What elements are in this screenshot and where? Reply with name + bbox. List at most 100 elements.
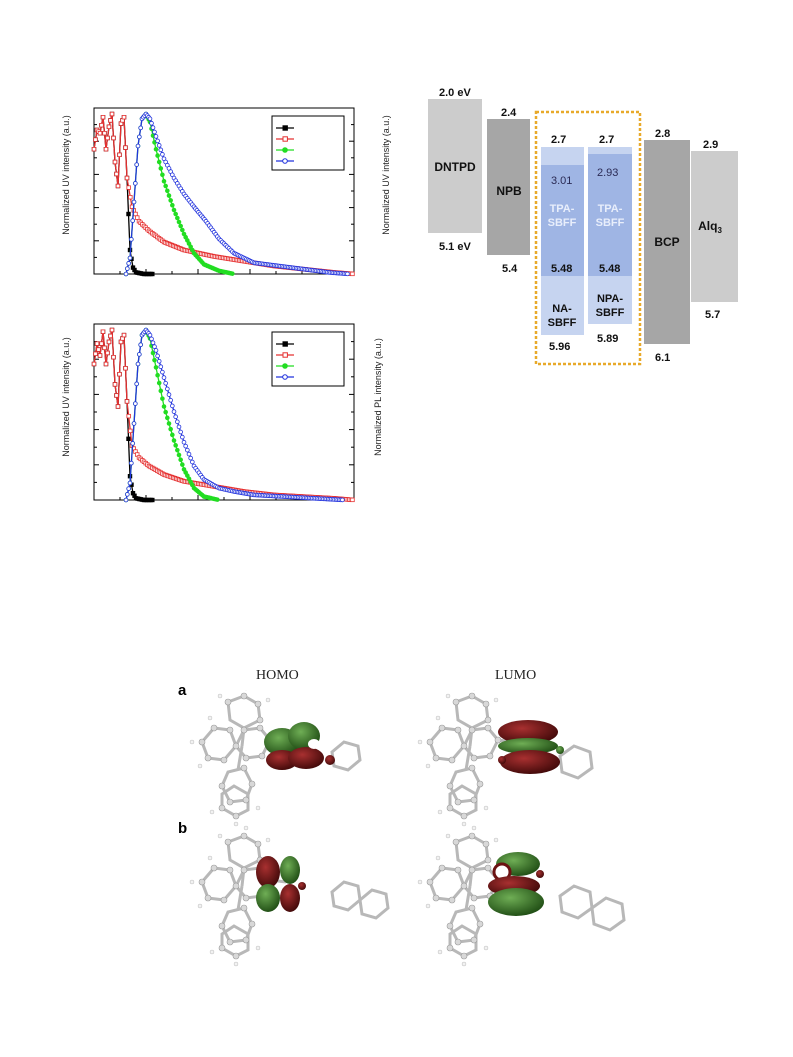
series-point-1 — [133, 211, 138, 217]
chart-top-ylabel-left: Normalized UV intensity (a.u.) — [61, 115, 71, 235]
series-point-1 — [94, 341, 100, 346]
uv-pl-chart-top-svg — [91, 107, 355, 277]
chart-bottom-ylabel-left: Normalized UV intensity (a.u.) — [61, 337, 71, 457]
legend-swatch-marker-3 — [282, 374, 288, 380]
series-point-1 — [96, 347, 101, 352]
series-point-2 — [173, 211, 178, 217]
npa-sbff-name-a: NPA- — [597, 293, 623, 305]
npb-lumo-label: 2.4 — [501, 107, 517, 119]
tpa-1-name-b: SBFF — [548, 217, 577, 229]
series-point-1 — [99, 123, 104, 128]
series-point-1 — [109, 327, 115, 333]
layer-dntpd — [428, 99, 482, 233]
series-point-0 — [150, 271, 155, 277]
series-point-3 — [163, 380, 168, 386]
series-point-3 — [133, 401, 138, 406]
series-point-2 — [153, 365, 159, 370]
series-point-3 — [173, 414, 178, 419]
series-point-1 — [100, 114, 106, 120]
series-point-1 — [97, 131, 103, 136]
series-point-1 — [106, 124, 112, 129]
series-point-2 — [163, 409, 168, 415]
series-point-1 — [111, 355, 116, 360]
lumo-label: LUMO — [495, 668, 537, 683]
series-point-2 — [152, 357, 157, 363]
energy-level-diagram-svg: 2.0 eV 2.4 2.7 2.7 2.8 2.9 3.01 2.93 DNT… — [428, 87, 738, 366]
series-point-3 — [133, 181, 138, 186]
series-point-3 — [126, 486, 131, 491]
series-point-1 — [114, 171, 119, 177]
tpa-2-name-b: SBFF — [596, 217, 625, 229]
series-point-1 — [97, 353, 103, 358]
series-point-0 — [126, 436, 131, 441]
series-point-3 — [165, 386, 170, 392]
series-point-2 — [178, 223, 183, 229]
tpa-1-name-a: TPA- — [550, 203, 575, 215]
bcp-lumo-label: 2.8 — [655, 128, 670, 140]
series-point-1 — [103, 147, 109, 152]
dntpd-homo-label: 5.1 eV — [439, 241, 471, 253]
series-point-2 — [160, 396, 165, 401]
series-point-1 — [91, 147, 97, 152]
series-point-3 — [340, 497, 345, 503]
layer-bcp — [644, 140, 690, 344]
uv-pl-chart-top — [60, 88, 400, 288]
series-point-1 — [103, 361, 109, 367]
series-point-2 — [161, 178, 167, 184]
series-point-1 — [123, 145, 128, 150]
series-point-1 — [108, 118, 113, 123]
series-point-1 — [128, 195, 133, 200]
series-point-3 — [137, 352, 142, 357]
legend-swatch-marker-0 — [282, 125, 288, 131]
panel-b-lumo-molecule — [416, 824, 626, 968]
series-point-1 — [114, 393, 119, 398]
lumo-b-lobe-green-2 — [488, 888, 544, 916]
series-point-2 — [160, 172, 165, 178]
series-point-2 — [176, 219, 182, 225]
homo-a-lobe-red-2 — [288, 747, 324, 769]
legend-swatch-marker-1 — [282, 136, 288, 142]
series-point-3 — [127, 480, 133, 486]
series-point-2 — [173, 443, 178, 448]
chart-bottom-ylabel-right: Normalized PL intensity (a.u.) — [373, 338, 383, 456]
series-point-3 — [135, 143, 141, 149]
alq3-homo-label: 5.7 — [705, 309, 720, 321]
series-point-2 — [153, 146, 159, 152]
series-point-1 — [105, 350, 110, 356]
series-point-3 — [149, 336, 154, 342]
npa-sbff-name-b: SBFF — [596, 307, 625, 319]
series-point-2 — [180, 227, 185, 233]
series-point-1 — [126, 185, 131, 190]
series-point-1 — [350, 497, 355, 503]
series-point-1 — [128, 428, 133, 434]
series-point-3 — [183, 443, 188, 449]
homo-label: HOMO — [256, 668, 299, 683]
dntpd-name: DNTPD — [434, 160, 476, 174]
homo-b-lobe-red-2 — [280, 884, 300, 912]
panel-a-homo-molecule — [188, 684, 362, 828]
series-point-2 — [166, 421, 172, 426]
bcp-homo-label: 6.1 — [655, 352, 670, 364]
panel-b-letter: b — [178, 820, 188, 837]
dopant-tpa-sbff-1 — [541, 165, 584, 276]
legend-swatch-marker-2 — [282, 363, 288, 369]
series-point-3 — [152, 344, 157, 349]
series-point-3 — [166, 392, 172, 397]
series-point-3 — [147, 116, 153, 122]
series-point-3 — [134, 381, 139, 387]
series-point-3 — [158, 364, 164, 370]
series-point-1 — [93, 137, 98, 142]
series-point-2 — [165, 188, 170, 194]
series-point-3 — [147, 332, 153, 338]
series-point-3 — [131, 421, 137, 426]
legend-swatch-marker-1 — [282, 352, 288, 358]
tpa-1-lumo-label: 3.01 — [551, 175, 572, 187]
series-point-3 — [181, 439, 187, 445]
series-point-3 — [168, 397, 173, 403]
legend-swatch-marker-2 — [282, 147, 288, 153]
na-sbff-homo-label: 5.96 — [549, 341, 570, 353]
series-point-1 — [117, 152, 122, 157]
tpa-1-homo-label: 5.48 — [551, 263, 572, 275]
homo-b-lobe-red-1 — [256, 856, 280, 888]
legend-swatch-marker-0 — [282, 341, 288, 347]
